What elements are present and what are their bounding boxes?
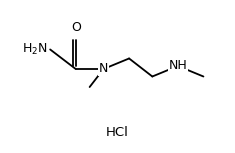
Text: HCl: HCl: [106, 126, 129, 139]
Text: $\mathregular{H_2N}$: $\mathregular{H_2N}$: [22, 42, 48, 57]
Text: NH: NH: [168, 60, 187, 73]
Text: O: O: [71, 21, 81, 34]
Text: N: N: [99, 62, 108, 75]
